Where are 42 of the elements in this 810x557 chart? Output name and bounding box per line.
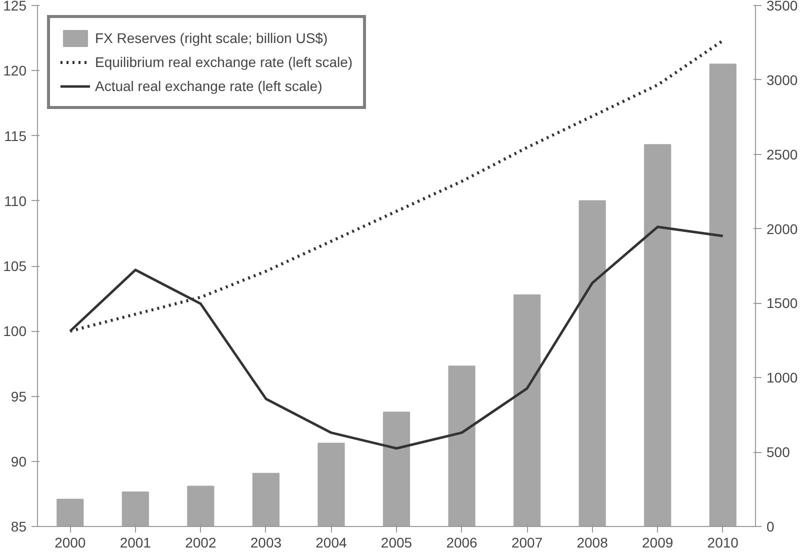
x-tick-label: 2004: [316, 534, 348, 550]
bar: [644, 144, 672, 526]
y-tick-label: 105: [3, 258, 27, 274]
x-tick-label: 2001: [120, 534, 152, 550]
y-tick-label: 115: [4, 128, 27, 144]
bar: [56, 498, 84, 526]
bar: [513, 294, 541, 526]
bar: [252, 472, 280, 526]
x-tick-label: 2006: [446, 534, 478, 550]
bar: [318, 442, 345, 526]
y2-tick-label: 2500: [766, 146, 798, 162]
y-tick-label: 100: [3, 323, 27, 340]
x-tick-label: 2010: [707, 534, 739, 550]
y-tick-label: 95: [10, 388, 27, 404]
y2-tick-label: 2000: [766, 220, 798, 237]
legend-label: Equilibrium real exchange rate (left scale): [95, 54, 353, 70]
bar: [122, 491, 149, 526]
legend-label: Actual real exchange rate (left scale): [95, 78, 322, 94]
y-tick-label: 125: [3, 0, 27, 14]
x-tick-label: 2000: [54, 534, 86, 550]
x-tick-label: 2003: [250, 534, 282, 550]
bar: [382, 412, 410, 526]
y2-tick-label: 3000: [766, 72, 798, 88]
bar: [448, 366, 476, 526]
y2-tick-label: 3500: [766, 0, 798, 14]
y-tick-label: 110: [4, 192, 27, 209]
y-tick-label: 90: [10, 453, 27, 470]
bar: [709, 64, 736, 526]
x-tick-label: 2008: [576, 534, 608, 550]
bar: [187, 486, 214, 526]
y2-tick-label: 1500: [766, 295, 798, 312]
legend-label: FX Reserves (right scale; billion US$): [95, 30, 328, 46]
y2-tick-label: 1000: [766, 370, 798, 386]
bar: [578, 200, 606, 526]
x-tick-label: 2002: [185, 534, 216, 550]
y2-tick-label: 0: [766, 518, 774, 534]
y-tick-label: 120: [3, 62, 27, 79]
y2-tick-label: 500: [766, 444, 790, 460]
x-tick-label: 2005: [380, 534, 412, 550]
x-tick-label: 2007: [511, 534, 543, 550]
y-tick-label: 85: [10, 518, 27, 534]
x-tick-label: 2009: [642, 534, 674, 550]
